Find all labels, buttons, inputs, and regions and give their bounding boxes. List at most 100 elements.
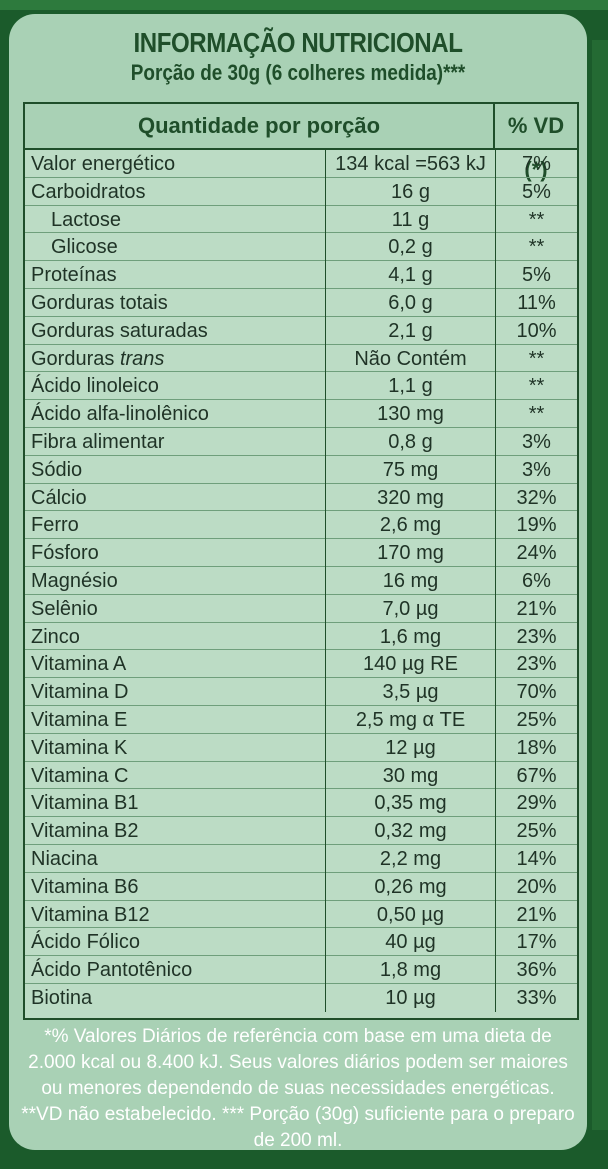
nutrient-quantity: 134 kcal =563 kJ [325,150,495,178]
nutrient-name: Vitamina E [31,706,321,734]
nutrient-quantity: 2,5 mg α TE [325,705,495,734]
nutrient-quantity: Não Contém [325,344,495,373]
nutrient-daily-value: 25% [495,705,577,734]
nutrient-quantity: 0,32 mg [325,817,495,845]
nutrient-quantity: 40 µg [325,928,495,957]
nutrient-daily-value: 21% [495,900,577,929]
nutrient-name-text: Niacina [31,847,98,870]
nutrient-name-text: Vitamina B12 [31,903,150,926]
nutrition-panel: INFORMAÇÃO NUTRICIONAL Porção de 30g (6 … [9,14,587,1151]
nutrient-quantity: 12 µg [325,733,495,762]
nutrient-daily-value: 19% [495,511,577,540]
table-row: Valor energético 134 kcal =563 kJ 7% [25,150,577,178]
nutrient-daily-value: ** [495,372,577,401]
nutrient-quantity: 170 mg [325,539,495,567]
nutrient-name: Vitamina B6 [31,873,321,901]
table-row: Ácido Pantotênico 1,8 mg 36% [25,956,577,984]
nutrient-name: Gorduras trans [31,345,321,373]
nutrient-daily-value: 6% [495,566,577,595]
nutrient-daily-value: 18% [495,733,577,762]
nutrient-daily-value: 5% [495,261,577,289]
table-row: Vitamina C 30 mg 67% [25,761,577,790]
nutrient-name-text: Ácido Fólico [31,931,140,954]
table-row: Sódio 75 mg 3% [25,455,577,484]
nutrient-quantity: 0,8 g [325,427,495,456]
nutrient-name: Gorduras saturadas [31,317,321,345]
right-border [592,40,608,1130]
nutrient-name-italic: trans [119,347,165,370]
nutrient-daily-value: 14% [495,844,577,873]
nutrient-name: Cálcio [31,484,321,512]
nutrient-name-text: Vitamina B6 [31,875,139,898]
nutrient-name: Proteínas [31,261,321,289]
nutrient-name-text: Proteínas [31,264,117,287]
nutrient-quantity: 16 g [325,177,495,206]
nutrient-name: Vitamina B1 [31,789,321,817]
table-row: Vitamina B1 0,35 mg 29% [25,789,577,818]
nutrient-quantity: 2,2 mg [325,844,495,873]
table-row: Selênio 7,0 µg 21% [25,594,577,623]
table-row: Gorduras trans Não Contém ** [25,344,577,373]
nutrient-quantity: 11 g [325,205,495,234]
nutrient-quantity: 10 µg [325,983,495,1012]
nutrient-name-text: Ácido alfa-linolênico [31,403,209,426]
nutrient-daily-value: ** [495,233,577,262]
footnote: *% Valores Diários de referência com bas… [19,1024,577,1154]
nutrient-daily-value: 33% [495,983,577,1012]
nutrient-name-text: Vitamina B1 [31,792,139,815]
table-row: Vitamina B6 0,26 mg 20% [25,872,577,901]
nutrient-name-text: Selênio [31,597,98,620]
nutrient-name: Glicose [51,233,341,261]
nutrient-quantity: 4,1 g [325,261,495,289]
serving-size: Porção de 30g (6 colheres medida)*** [130,60,466,85]
top-border [0,0,608,10]
nutrient-name-text: Vitamina D [31,681,129,704]
nutrient-quantity: 6,0 g [325,288,495,317]
nutrient-daily-value: 25% [495,817,577,845]
nutrient-name: Fibra alimentar [31,428,321,456]
table-row: Ácido linoleico 1,1 g ** [25,372,577,401]
nutrient-name-text: Gorduras [31,347,115,370]
nutrient-name-text: Valor energético [31,153,176,175]
nutrient-name-text: Carboidratos [31,180,146,203]
nutrient-name-text: Vitamina B2 [31,820,139,843]
nutrient-name-text: Glicose [51,236,118,259]
nutrient-name: Ferro [31,511,321,539]
nutrient-daily-value: 36% [495,956,577,984]
table-row: Ácido alfa-linolênico 130 mg ** [25,400,577,428]
nutrient-quantity: 3,5 µg [325,678,495,706]
nutrient-daily-value: 32% [495,483,577,512]
nutrient-daily-value: 5% [495,177,577,206]
nutrient-daily-value: ** [495,400,577,428]
table-row: Gorduras totais 6,0 g 11% [25,288,577,317]
table-row: Ferro 2,6 mg 19% [25,511,577,540]
nutrient-name: Ácido alfa-linolênico [31,400,321,428]
nutrient-name-text: Vitamina A [31,653,127,676]
nutrient-name: Biotina [31,984,321,1012]
table-body: Valor energético 134 kcal =563 kJ 7% Carboi… [25,150,577,1012]
nutrient-name-text: Zinco [31,625,80,648]
nutrient-quantity: 1,6 mg [325,622,495,651]
nutrient-daily-value: 11% [495,288,577,317]
nutrient-quantity: 1,1 g [325,372,495,401]
nutrient-name: Valor energético [31,150,321,178]
nutrient-quantity: 0,26 mg [325,872,495,901]
nutrient-quantity: 16 mg [325,566,495,595]
nutrient-quantity: 1,8 mg [325,956,495,984]
table-row: Fósforo 170 mg 24% [25,539,577,567]
nutrient-name-text: Gorduras saturadas [31,319,208,342]
table-row: Vitamina A 140 µg RE 23% [25,650,577,679]
nutrient-daily-value: 7% [495,150,577,178]
table-row: Glicose 0,2 g ** [25,233,577,262]
nutrient-daily-value: 67% [495,761,577,790]
nutrient-daily-value: ** [495,205,577,234]
column-header-quantity: Quantidade por porção [25,104,495,148]
footnote-text: *% Valores Diários de referência com bas… [21,1026,575,1151]
label-title: INFORMAÇÃO NUTRICIONAL [133,27,463,58]
nutrient-name-text: Vitamina E [31,708,128,731]
table-row: Carboidratos 16 g 5% [25,177,577,206]
nutrient-daily-value: 17% [495,928,577,957]
table-row: Vitamina B12 0,50 µg 21% [25,900,577,929]
table-row: Vitamina K 12 µg 18% [25,733,577,762]
